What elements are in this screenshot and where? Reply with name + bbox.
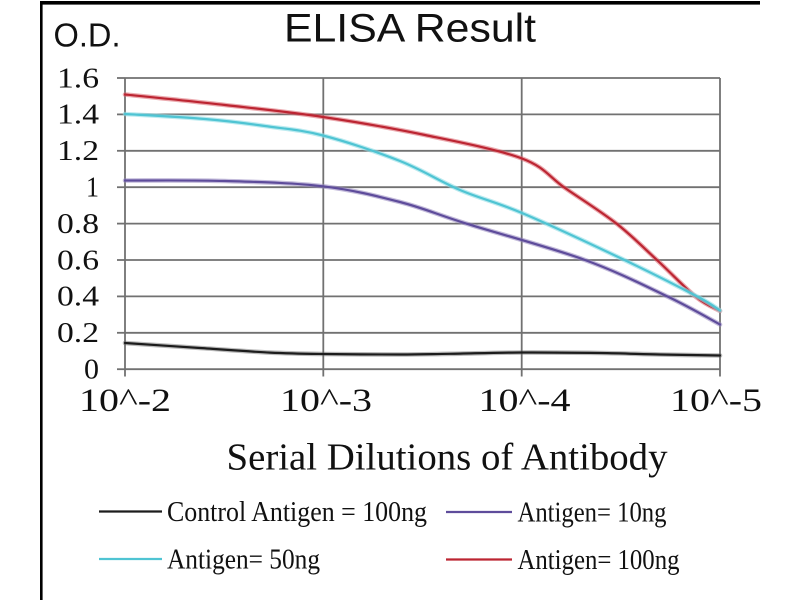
svg-text:Antigen= 100ng: Antigen= 100ng: [518, 544, 680, 576]
svg-text:0.6: 0.6: [57, 245, 99, 276]
svg-text:Antigen= 50ng: Antigen= 50ng: [167, 544, 320, 576]
svg-text:Serial Dilutions of Antibody: Serial Dilutions of Antibody: [227, 437, 668, 479]
svg-text:1: 1: [86, 173, 99, 204]
svg-text:Antigen= 10ng: Antigen= 10ng: [518, 497, 667, 529]
svg-text:10^-2: 10^-2: [79, 383, 171, 419]
svg-text:1.4: 1.4: [57, 100, 99, 131]
svg-text:0.4: 0.4: [57, 282, 99, 313]
svg-text:0.8: 0.8: [57, 209, 99, 240]
svg-text:10^-3: 10^-3: [280, 383, 372, 419]
svg-text:ELISA Result: ELISA Result: [284, 7, 536, 51]
svg-text:O.D.: O.D.: [54, 17, 121, 54]
svg-text:10^-4: 10^-4: [479, 383, 571, 419]
svg-text:1.6: 1.6: [57, 63, 99, 94]
svg-text:10^-5: 10^-5: [670, 383, 762, 419]
svg-text:1.2: 1.2: [57, 136, 99, 167]
svg-text:Control Antigen = 100ng: Control Antigen = 100ng: [167, 496, 427, 528]
svg-text:0: 0: [84, 355, 99, 386]
svg-text:0.2: 0.2: [57, 318, 99, 349]
